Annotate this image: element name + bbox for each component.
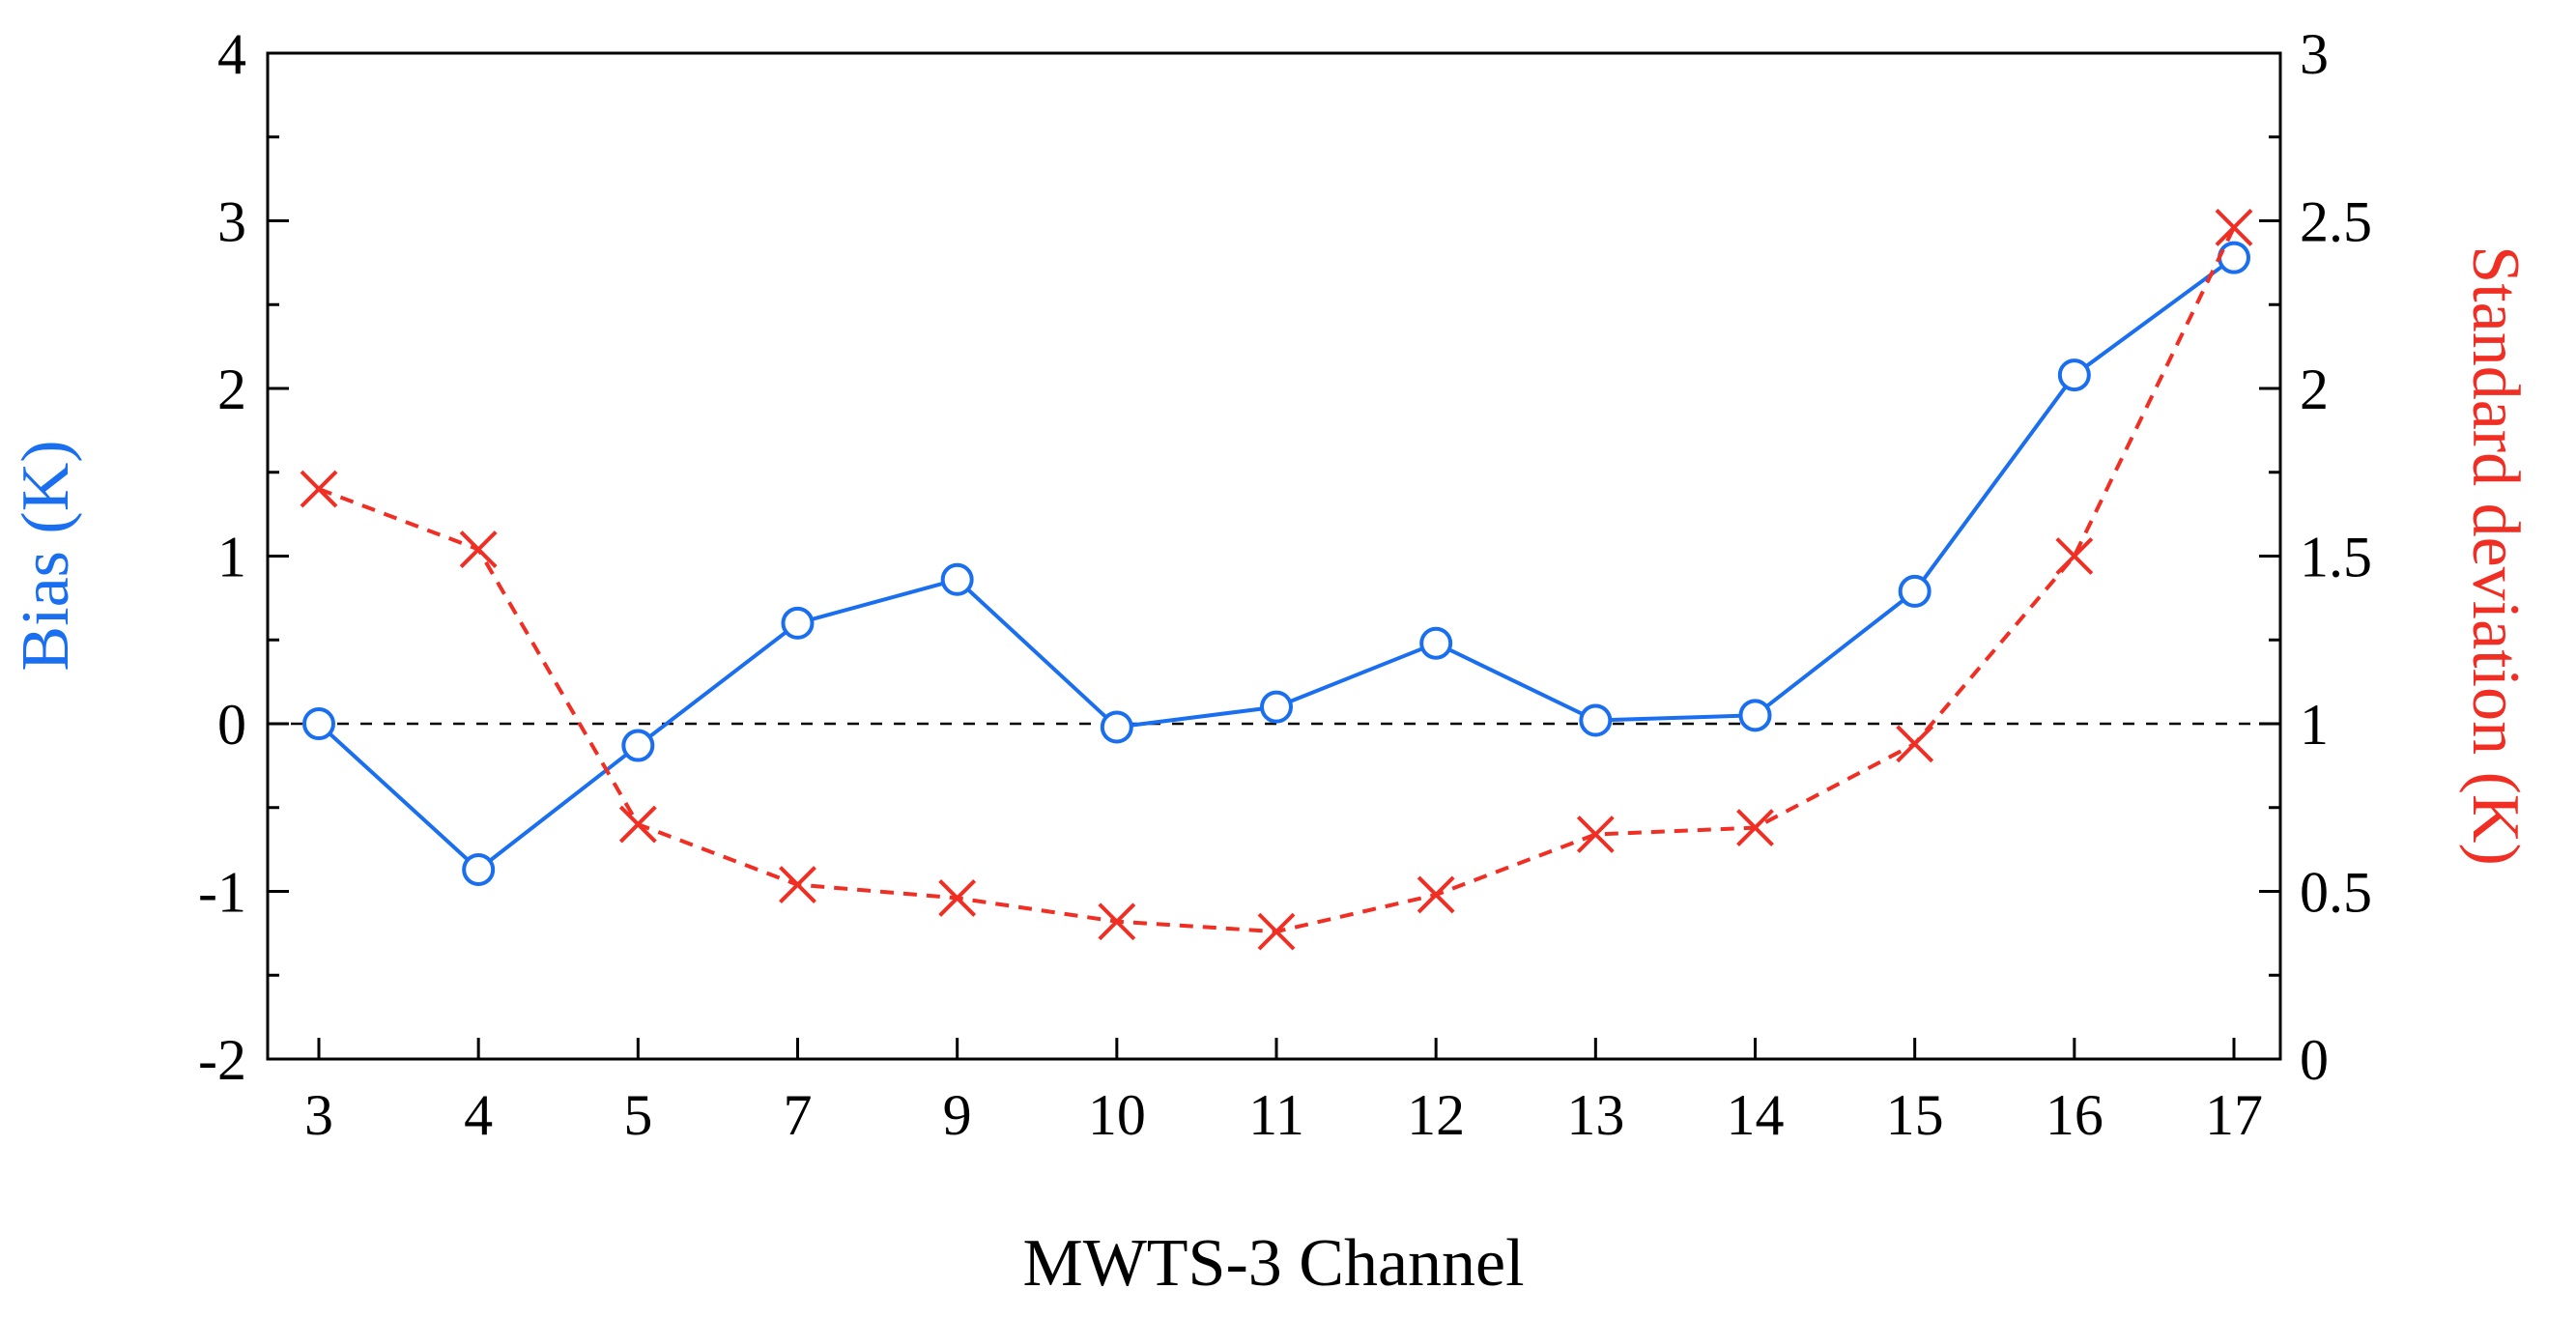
standard-deviation-point-9 xyxy=(938,879,977,917)
left-tick-label: 0 xyxy=(217,693,246,757)
standard-deviation-point-17 xyxy=(2215,209,2253,246)
standard-deviation-point-14 xyxy=(1736,809,1774,846)
standard-deviation-point-5 xyxy=(618,805,657,844)
standard-deviation-point-3 xyxy=(300,470,338,508)
standard-deviation-point-10 xyxy=(1098,903,1136,941)
standard-deviation-point-4 xyxy=(459,530,498,568)
bias-point-11 xyxy=(1260,690,1293,724)
left-tick-label: 4 xyxy=(217,22,246,86)
x-tick-label-10: 10 xyxy=(1088,1083,1146,1147)
left-tick-label: 3 xyxy=(217,190,246,254)
x-tick-label-14: 14 xyxy=(1727,1083,1785,1147)
x-tick-label-11: 11 xyxy=(1248,1083,1304,1147)
bias-point-3 xyxy=(302,707,335,740)
right-tick-label: 3 xyxy=(2300,22,2329,86)
x-tick-label-16: 16 xyxy=(2046,1083,2104,1147)
x-axis-title: MWTS-3 Channel xyxy=(1022,1226,1524,1301)
bias-point-17 xyxy=(2218,241,2250,274)
right-tick-label: 1 xyxy=(2300,693,2329,757)
bias-point-13 xyxy=(1579,703,1613,737)
plot-frame xyxy=(266,51,2282,1061)
bias-point-14 xyxy=(1738,699,1772,732)
standard-deviation-point-15 xyxy=(1896,725,1934,763)
x-tick-label-9: 9 xyxy=(943,1083,972,1147)
x-tick-label-12: 12 xyxy=(1407,1083,1465,1147)
left-tick-label: -1 xyxy=(198,861,246,925)
right-tick-label: 1.5 xyxy=(2300,526,2372,589)
right-tick-label: 2 xyxy=(2300,358,2329,421)
x-tick-label-7: 7 xyxy=(784,1083,813,1147)
bias-point-4 xyxy=(462,852,496,886)
left-axis-title: Bias (K) xyxy=(9,440,83,671)
bias-point-15 xyxy=(1898,574,1932,608)
x-tick-label-15: 15 xyxy=(1886,1083,1944,1147)
standard-deviation-point-7 xyxy=(779,866,816,903)
x-tick-label-13: 13 xyxy=(1566,1083,1624,1147)
left-tick-label: 1 xyxy=(217,526,246,589)
bias-point-12 xyxy=(1419,626,1453,660)
standard-deviation-point-11 xyxy=(1257,912,1296,951)
standard-deviation-point-13 xyxy=(1576,816,1615,853)
right-tick-label: 0 xyxy=(2300,1028,2329,1092)
x-tick-label-4: 4 xyxy=(464,1083,493,1147)
standard-deviation-point-12 xyxy=(1417,875,1455,914)
standard-deviation-point-16 xyxy=(2055,537,2094,575)
bias-point-9 xyxy=(940,562,974,596)
x-tick-label-3: 3 xyxy=(304,1083,333,1147)
x-tick-label-5: 5 xyxy=(623,1083,652,1147)
left-tick-label: 2 xyxy=(217,358,246,421)
x-tick-label-17: 17 xyxy=(2205,1083,2263,1147)
bias-point-5 xyxy=(621,729,655,762)
left-tick-label: -2 xyxy=(198,1028,246,1092)
right-tick-label: 2.5 xyxy=(2300,190,2372,254)
bias-point-10 xyxy=(1100,710,1133,744)
right-axis-title: Standard deviation (K) xyxy=(2458,245,2533,865)
right-tick-label: 0.5 xyxy=(2300,861,2372,925)
bias-point-16 xyxy=(2057,358,2091,392)
bias-point-7 xyxy=(781,606,815,640)
standard-deviation-line xyxy=(318,226,2236,934)
bias-line xyxy=(317,256,2236,872)
